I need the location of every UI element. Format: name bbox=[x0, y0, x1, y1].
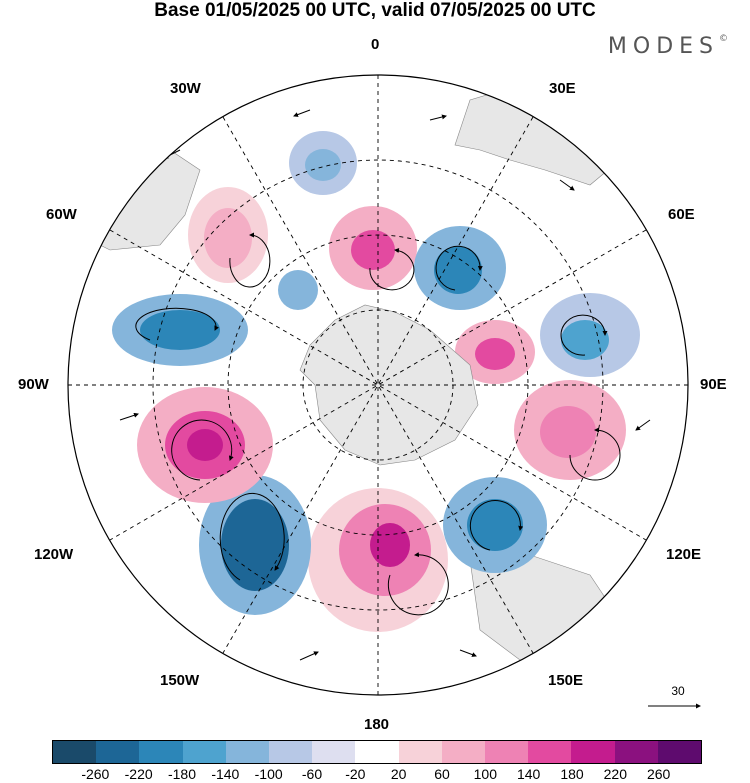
lon-label-60w: 60W bbox=[46, 206, 77, 223]
colorbar-tick-label: 140 bbox=[516, 766, 541, 782]
wind-streamline bbox=[635, 419, 651, 431]
anomaly-negative bbox=[140, 310, 220, 350]
anomaly-positive bbox=[187, 429, 223, 461]
colorbar-swatch bbox=[614, 741, 658, 763]
colorbar-swatch bbox=[657, 741, 702, 763]
colorbar-swatch bbox=[398, 741, 442, 763]
lon-label-90w: 90W bbox=[18, 376, 49, 393]
wind-streamline bbox=[560, 314, 608, 356]
colorbar-swatch bbox=[571, 741, 615, 763]
colorbar-tick-label: -60 bbox=[301, 766, 323, 782]
lon-label-150e: 150E bbox=[548, 672, 584, 689]
wind-streamline bbox=[435, 245, 483, 291]
map-boundary bbox=[67, 74, 689, 696]
anomaly-positive bbox=[351, 230, 395, 270]
colorbar-tick-label: -20 bbox=[345, 766, 366, 782]
lon-label-150w: 150W bbox=[160, 672, 200, 689]
colorbar-swatch bbox=[182, 741, 226, 763]
colorbar-tick-label: -260 bbox=[81, 766, 110, 782]
lon-label-120e: 120E bbox=[666, 546, 702, 563]
copyright-mark: © bbox=[719, 33, 728, 44]
lon-label-30e: 30E bbox=[549, 80, 576, 97]
wind-streamline bbox=[469, 500, 524, 551]
lon-label-120w: 120W bbox=[34, 546, 74, 563]
anomaly-positive bbox=[204, 208, 252, 268]
reference-vector-label: 30 bbox=[671, 684, 685, 698]
colorbar-swatch bbox=[485, 741, 529, 763]
wind-streamline bbox=[299, 651, 319, 661]
wind-streamline bbox=[569, 427, 621, 481]
wind-streamline bbox=[171, 419, 234, 481]
colorbar-swatch bbox=[441, 741, 486, 763]
modes-logo: MODES© bbox=[608, 34, 728, 59]
colorbar-tick-label: 60 bbox=[434, 766, 450, 782]
wind-streamline bbox=[229, 232, 271, 288]
colorbar-tick-label: -140 bbox=[211, 766, 240, 782]
colorbar-swatch bbox=[96, 741, 140, 763]
lon-label-30w: 30W bbox=[170, 80, 201, 97]
anomaly-negative bbox=[305, 149, 341, 181]
colorbar-tick-label: -220 bbox=[124, 766, 153, 782]
map-title: Base 01/05/2025 00 UTC, valid 07/05/2025… bbox=[154, 0, 596, 21]
colorbar bbox=[52, 740, 702, 764]
brand-name: MODES bbox=[607, 34, 719, 59]
anomaly-negative bbox=[561, 320, 609, 360]
wind-streamline bbox=[559, 179, 575, 191]
colorbar-swatch bbox=[225, 741, 270, 763]
colorbar-tick-label: 100 bbox=[473, 766, 498, 782]
anomaly-positive bbox=[540, 406, 596, 458]
colorbar-tick-label: -180 bbox=[167, 766, 197, 782]
colorbar-tick-label: 180 bbox=[560, 766, 584, 782]
wind-streamline bbox=[387, 552, 449, 616]
colorbar-swatch bbox=[53, 741, 97, 763]
colorbar-tick-label: -100 bbox=[254, 766, 283, 782]
lon-label-60e: 60E bbox=[668, 206, 695, 223]
lon-label-0: 0 bbox=[371, 36, 380, 53]
wind-streamline bbox=[459, 649, 477, 657]
anomaly-positive bbox=[370, 523, 410, 567]
graticule bbox=[68, 75, 688, 695]
anomaly-negative bbox=[434, 246, 482, 294]
colorbar-swatch bbox=[269, 741, 313, 763]
colorbar-swatch bbox=[355, 741, 399, 763]
colorbar-swatch bbox=[312, 741, 356, 763]
wind-streamline bbox=[219, 492, 285, 581]
lon-label-180: 180 bbox=[364, 716, 390, 733]
colorbar-tick-label: 20 bbox=[390, 766, 407, 782]
colorbar-swatch bbox=[528, 741, 572, 763]
wind-vectors bbox=[119, 109, 651, 661]
anomaly-positive bbox=[475, 338, 515, 370]
anomaly-field bbox=[112, 131, 640, 632]
anomaly-negative bbox=[278, 270, 318, 310]
colorbar-swatch bbox=[139, 741, 183, 763]
wind-streamline bbox=[135, 307, 219, 341]
wind-streamline bbox=[293, 109, 311, 117]
anomaly-negative bbox=[467, 499, 523, 551]
colorbar-tick-label: 220 bbox=[603, 766, 628, 782]
wind-streamline bbox=[119, 412, 139, 421]
wind-streamline bbox=[369, 248, 415, 291]
colorbar-tick-label: 260 bbox=[646, 766, 671, 782]
lon-label-90e: 90E bbox=[700, 376, 727, 393]
colorbar-labels: -260 -220 -180 -140 -100 -60 -20 20 60 100 140 180 2… bbox=[0, 766, 750, 782]
wind-streamline bbox=[429, 114, 447, 121]
